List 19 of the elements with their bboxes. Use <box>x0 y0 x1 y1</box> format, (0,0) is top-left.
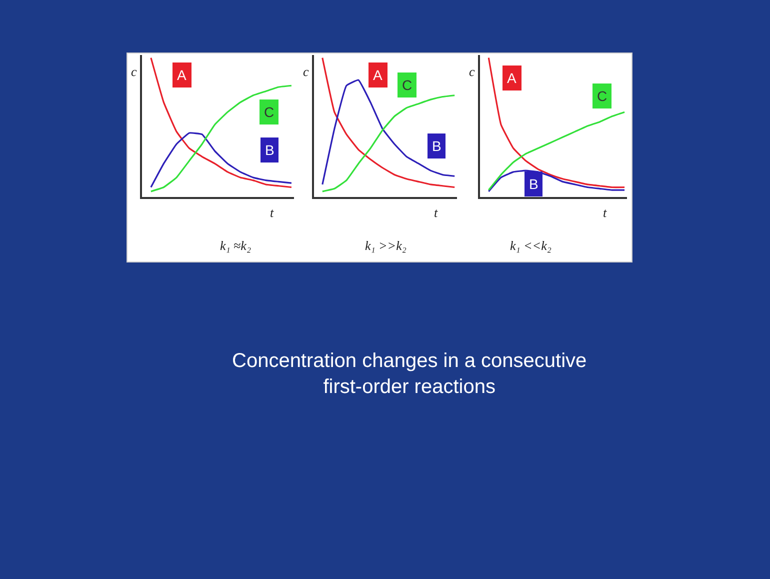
text: k₁ >>k₂ <box>365 238 407 253</box>
x-axis-title: t <box>434 205 438 220</box>
text: k₁ ≈k₂ <box>220 238 252 253</box>
x-axis-title: t <box>603 205 607 220</box>
series-label: A <box>507 70 517 86</box>
text: k₁ <<k₂ <box>510 238 552 253</box>
series-label: B <box>432 138 442 154</box>
text: A <box>373 67 383 83</box>
series-label: C <box>402 77 412 93</box>
text: Concentration changes in a consecutive first-order reactions <box>232 350 587 398</box>
y-axis-title: c <box>469 64 475 79</box>
series-label: C <box>264 104 274 120</box>
series-label: B <box>529 176 538 192</box>
series-label: A <box>177 67 187 83</box>
x-axis-title: t <box>270 205 274 220</box>
series-label: B <box>265 142 274 158</box>
y-axis-title: c <box>303 64 309 79</box>
y-axis-title: c <box>131 64 137 79</box>
series-label: C <box>597 88 608 104</box>
